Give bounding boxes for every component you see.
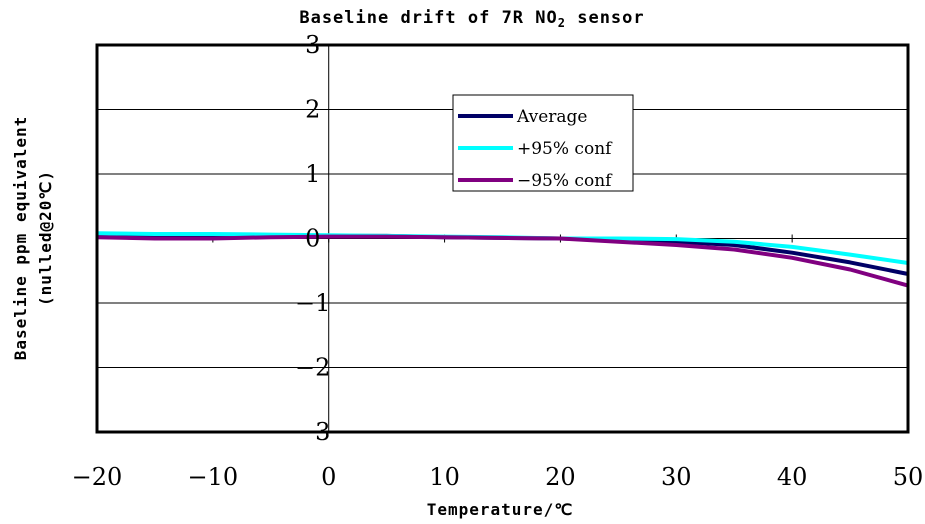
legend-label: +95% conf [517,139,613,159]
y-tick-label: −1 [295,289,330,317]
x-tick-label: 30 [661,463,692,491]
legend: Average +95% conf −95% conf [452,94,634,192]
x-tick-label: 20 [545,463,576,491]
x-tick-label: 40 [777,463,808,491]
series-lines [96,231,909,288]
y-tick-label: −2 [295,354,330,382]
legend-box [452,94,634,192]
chart-title-subscript: 2 [558,16,566,30]
y-tick-label: 2 [305,96,320,124]
x-tick-labels: −20 −10 0 10 20 30 40 50 [72,463,924,491]
y-tick-label: 3 [305,31,320,59]
x-tick-label: 0 [321,463,336,491]
y-axis-label-line2: (nulled@20℃) [36,170,55,306]
series-line [96,233,909,276]
legend-label: −95% conf [517,171,613,191]
x-tick-label: −10 [188,463,239,491]
legend-label: Average [516,107,587,127]
chart-title-suffix: sensor [566,8,645,28]
series-line [96,234,909,288]
y-tick-labels: 3 2 1 0 −1 −2 −3 [295,31,330,446]
plot-frame [95,43,910,434]
chart-title: Baseline drift of 7R NO2 sensor [299,8,644,30]
x-axis-label: Temperature/℃ [427,500,574,519]
y-tick-label: 0 [305,225,320,253]
x-tick-label: 50 [893,463,924,491]
y-tick-label: 1 [305,160,320,188]
y-tick-label: −3 [295,418,330,446]
x-tick-label: 10 [429,463,460,491]
y-axis-label-line1: Baseline ppm equivalent [11,116,30,361]
x-tick-label: −20 [72,463,123,491]
